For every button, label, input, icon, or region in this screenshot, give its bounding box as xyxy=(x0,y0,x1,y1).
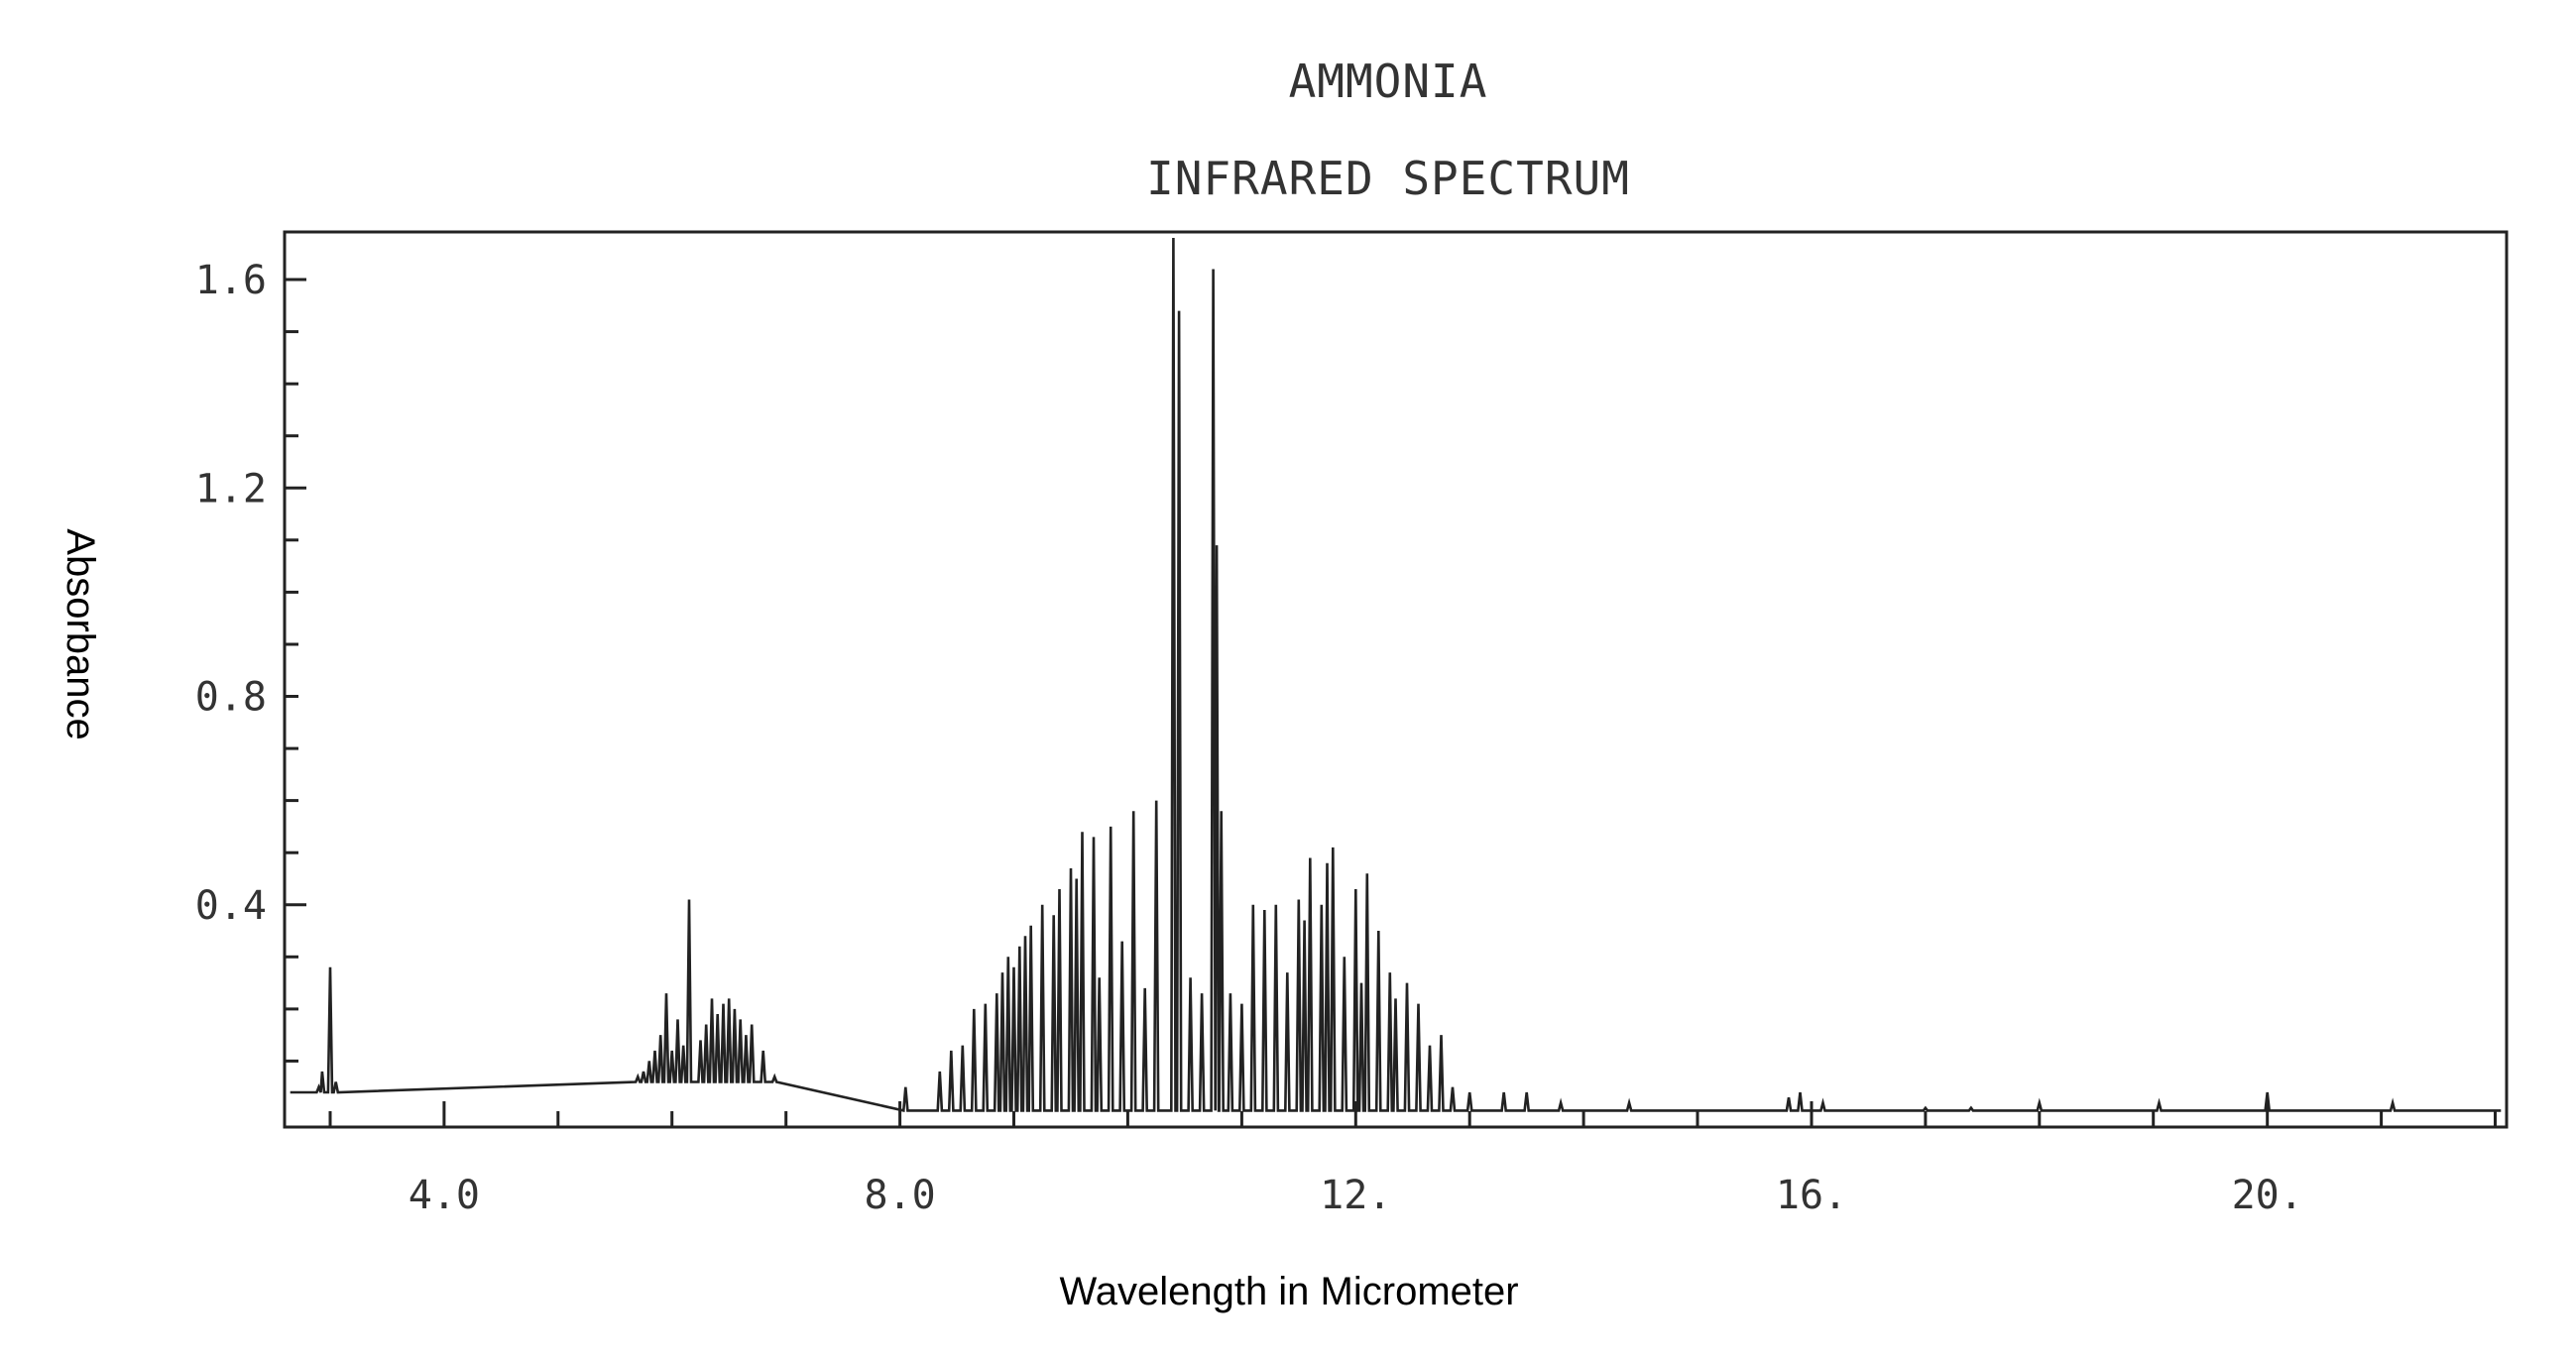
y-tick-label: 1.2 xyxy=(195,466,267,511)
plot-frame xyxy=(283,230,2509,1129)
x-tick-label: 8.0 xyxy=(864,1173,935,1218)
x-tick-label: 20. xyxy=(2232,1173,2303,1218)
y-tick-label: 0.4 xyxy=(195,883,267,929)
spectrum-line xyxy=(290,237,2502,1112)
x-tick-label: 12. xyxy=(1320,1173,1391,1218)
x-tick-label: 16. xyxy=(1776,1173,1847,1218)
x-tick-label: 4.0 xyxy=(409,1173,480,1218)
y-tick-label: 0.8 xyxy=(195,675,267,721)
y-axis-label: Absorbance xyxy=(59,528,102,739)
chart-title: AMMONIA xyxy=(1289,55,1488,108)
chart-subtitle: INFRARED SPECTRUM xyxy=(1146,152,1630,205)
x-axis-label: Wavelength in Micrometer xyxy=(1059,1270,1518,1313)
ticks-layer: 0.4 0.8 1.2 1.6 4.0 8.0 12. 16. 20. xyxy=(195,258,2497,1218)
y-tick-label: 1.6 xyxy=(195,258,267,303)
